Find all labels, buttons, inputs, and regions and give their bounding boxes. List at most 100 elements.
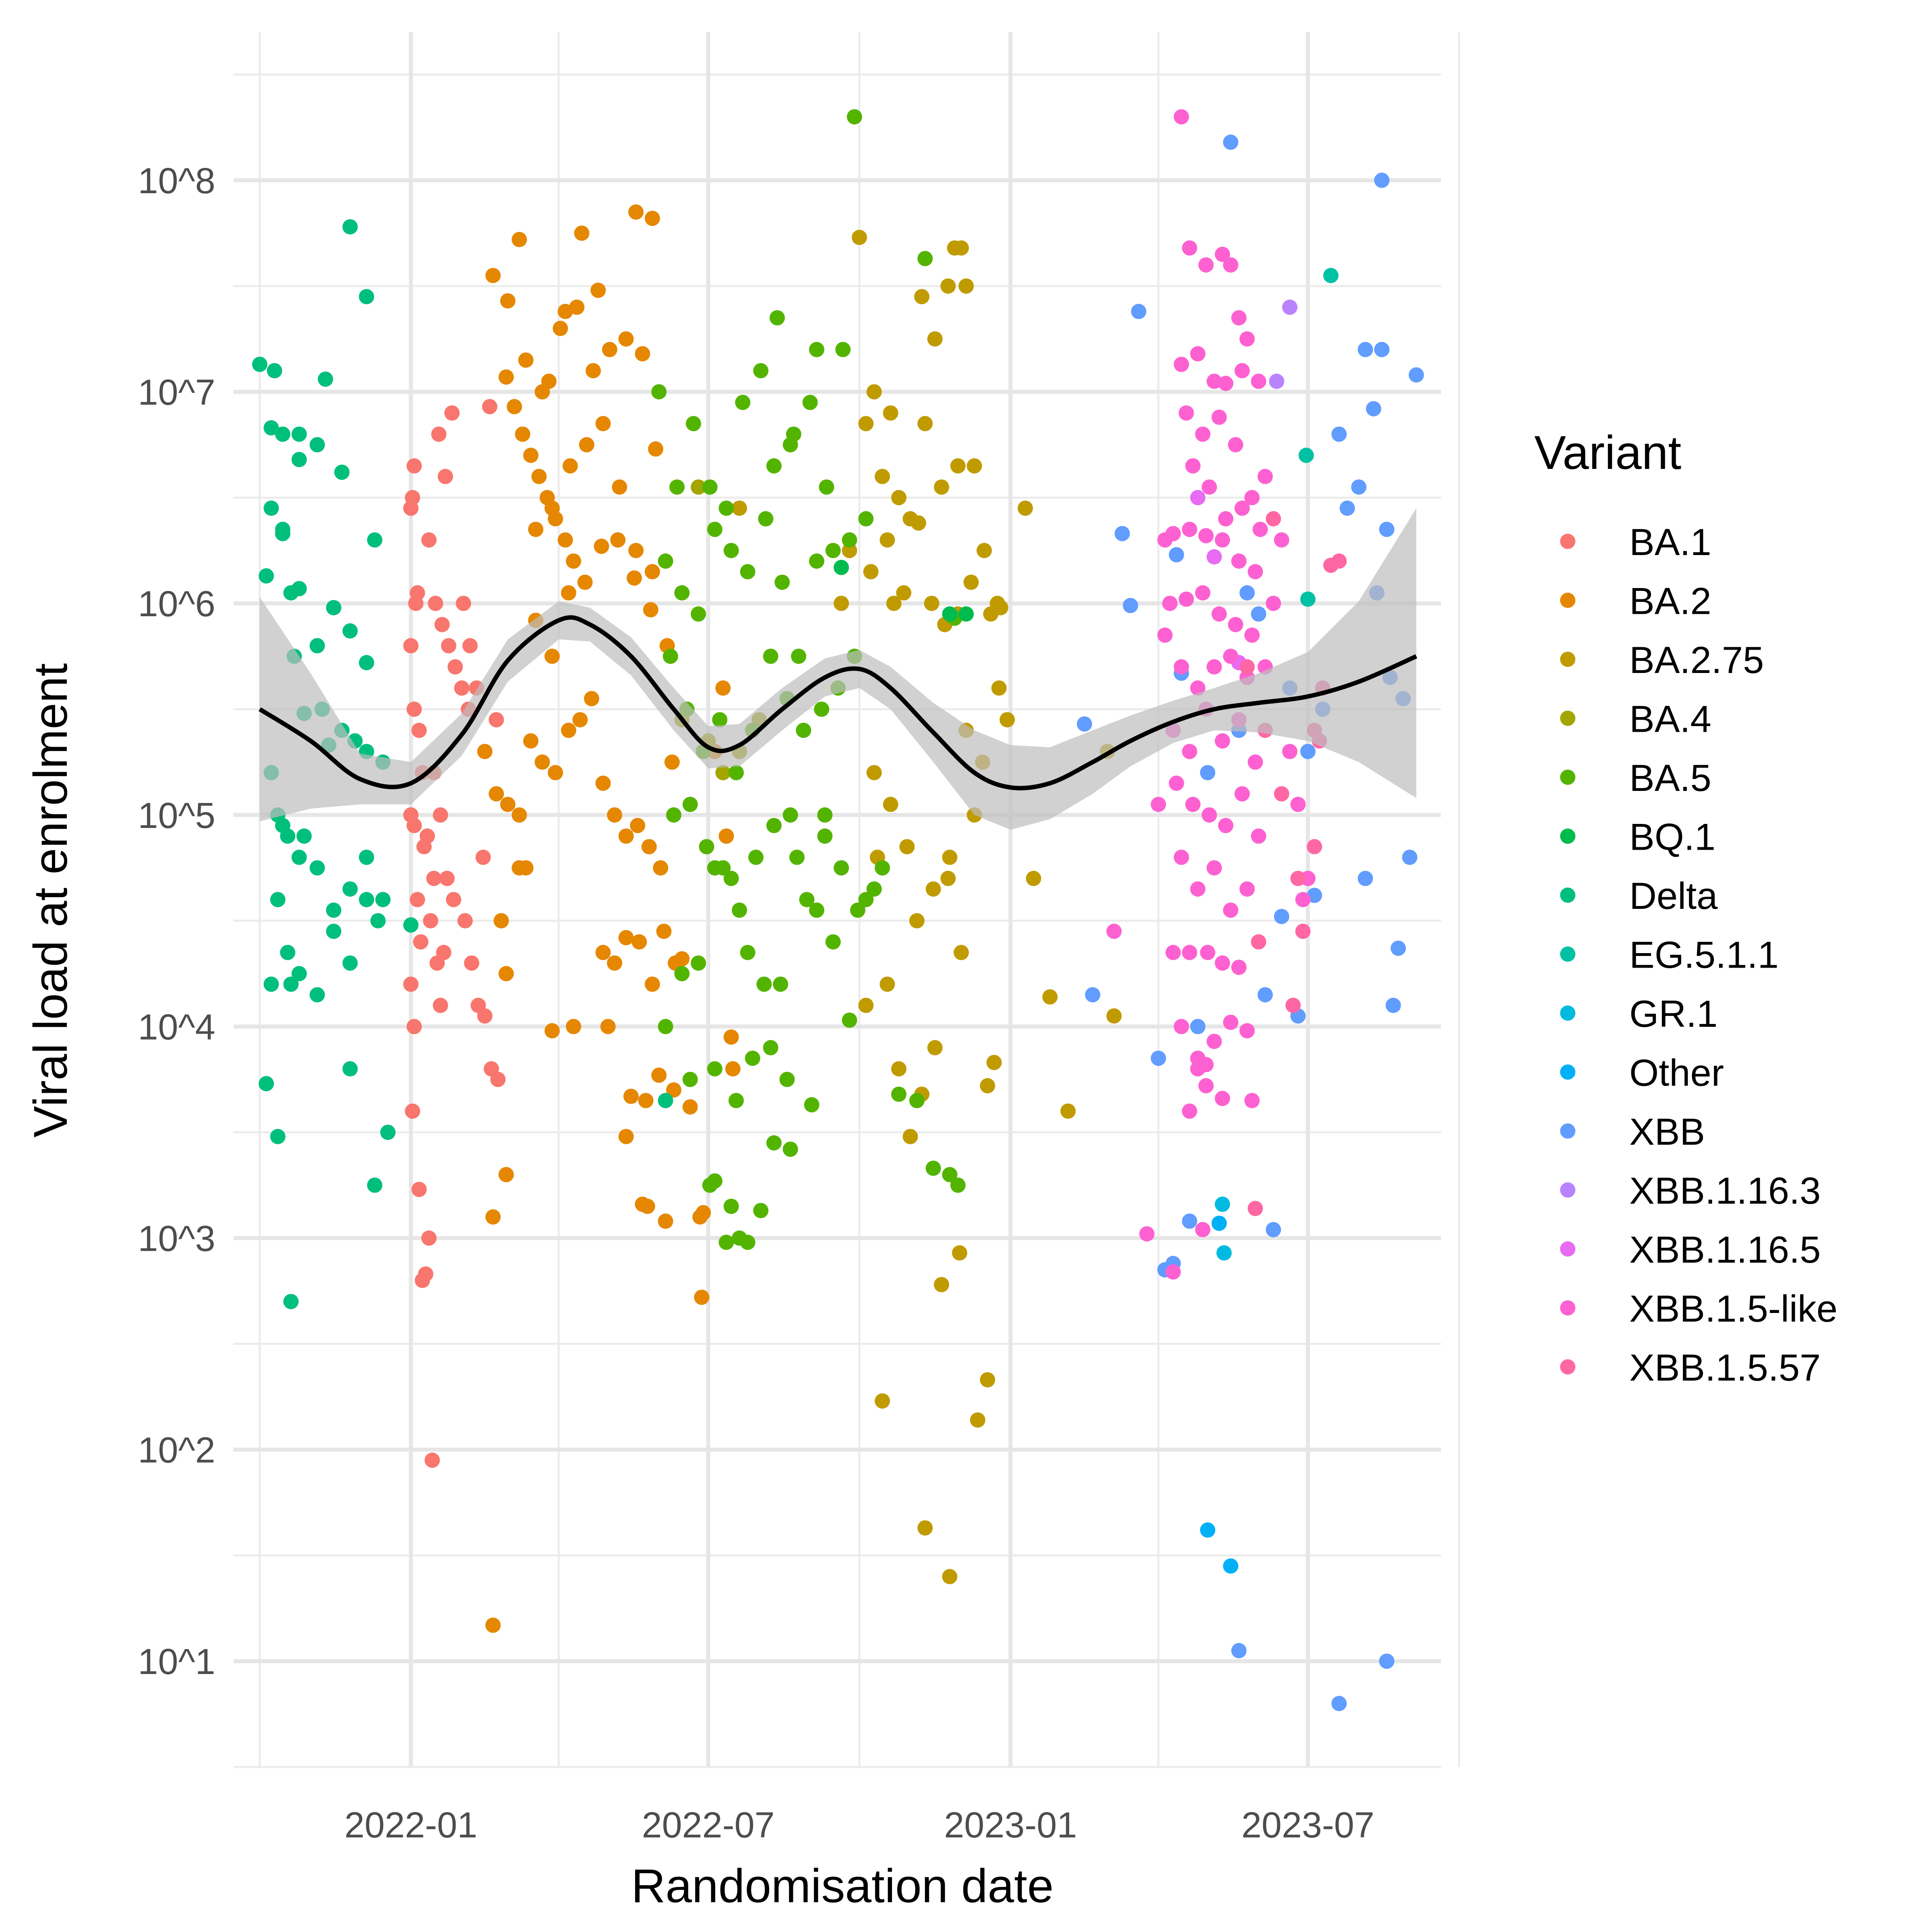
- data-point: [553, 320, 568, 336]
- data-point: [1190, 346, 1205, 361]
- data-point: [1201, 807, 1217, 823]
- data-point: [1244, 627, 1260, 643]
- data-point: [367, 532, 382, 548]
- data-point: [1174, 109, 1189, 125]
- legend-label: BA.4: [1629, 698, 1711, 740]
- data-point: [557, 303, 573, 319]
- data-point: [1200, 945, 1216, 960]
- data-point: [407, 1019, 422, 1034]
- data-point: [618, 930, 634, 945]
- data-point: [1247, 1201, 1263, 1216]
- data-point: [574, 225, 590, 241]
- data-point: [909, 1093, 925, 1108]
- data-point: [1408, 367, 1424, 383]
- data-point: [1247, 564, 1263, 580]
- x-tick-label: 2022-07: [642, 1805, 774, 1845]
- legend-label: BA.2: [1629, 580, 1711, 622]
- data-point: [595, 945, 611, 960]
- data-point: [917, 416, 933, 431]
- data-point: [485, 1617, 501, 1633]
- data-point: [732, 500, 747, 516]
- data-point: [648, 441, 663, 457]
- data-point: [1358, 342, 1373, 357]
- data-point: [1247, 754, 1263, 770]
- data-point: [773, 976, 788, 992]
- data-point: [663, 648, 678, 664]
- data-point: [723, 1199, 739, 1214]
- data-point: [489, 712, 504, 728]
- data-point: [782, 807, 798, 823]
- x-tick-label: 2023-01: [944, 1805, 1077, 1845]
- data-point: [976, 543, 992, 558]
- smooth-line: [258, 615, 1418, 791]
- data-point: [1265, 1222, 1281, 1237]
- data-point: [1374, 172, 1390, 188]
- data-point: [291, 452, 307, 467]
- data-point: [942, 606, 958, 622]
- data-point: [407, 458, 422, 474]
- data-point: [1174, 849, 1189, 865]
- data-point: [682, 1071, 698, 1087]
- data-point: [359, 655, 374, 671]
- data-point: [858, 511, 874, 526]
- data-point: [664, 754, 680, 770]
- data-point: [507, 399, 522, 415]
- data-point: [1231, 1643, 1247, 1658]
- data-point: [310, 987, 325, 1003]
- data-point: [1216, 1245, 1232, 1261]
- data-point: [748, 849, 764, 865]
- data-point: [1206, 1034, 1222, 1049]
- data-point: [1307, 888, 1322, 903]
- data-point: [1179, 405, 1194, 421]
- data-point: [691, 479, 706, 495]
- data-point: [418, 1266, 433, 1282]
- data-point: [407, 818, 422, 833]
- data-point: [842, 1012, 857, 1028]
- data-point: [544, 500, 560, 516]
- data-point: [866, 384, 882, 400]
- data-point: [291, 581, 307, 597]
- data-point: [1182, 945, 1197, 960]
- data-point: [1239, 585, 1255, 601]
- data-point: [1265, 596, 1281, 611]
- data-point: [866, 881, 882, 897]
- data-point: [718, 828, 734, 844]
- data-point: [1190, 881, 1205, 897]
- data-point: [745, 1051, 760, 1066]
- data-point: [1018, 500, 1033, 516]
- data-point: [834, 596, 849, 611]
- data-point: [866, 765, 882, 780]
- data-point: [490, 1071, 506, 1087]
- data-point: [626, 570, 642, 586]
- data-point: [1274, 909, 1290, 924]
- data-point: [1165, 945, 1181, 960]
- data-point: [326, 600, 341, 615]
- smooth-trend-line: [258, 615, 1418, 791]
- data-point: [1331, 553, 1347, 569]
- data-point: [635, 1196, 650, 1212]
- data-point: [934, 1277, 949, 1292]
- data-point: [275, 818, 291, 833]
- data-point: [763, 1040, 778, 1055]
- data-point: [682, 1099, 698, 1115]
- data-point: [594, 539, 609, 554]
- data-point: [535, 754, 550, 770]
- data-point: [275, 426, 291, 442]
- data-point: [1182, 1213, 1197, 1229]
- data-point: [858, 416, 874, 431]
- data-point: [544, 1023, 560, 1038]
- data-point: [424, 1452, 440, 1468]
- data-point: [809, 553, 824, 569]
- data-point: [766, 818, 782, 833]
- data-point: [1026, 871, 1041, 886]
- data-point: [518, 352, 534, 368]
- data-point: [595, 775, 611, 791]
- data-point: [263, 500, 279, 516]
- data-point: [602, 342, 617, 357]
- data-point: [1274, 786, 1290, 802]
- data-point: [416, 839, 432, 855]
- data-point: [523, 448, 539, 463]
- data-point: [1234, 363, 1250, 378]
- data-point: [518, 860, 534, 876]
